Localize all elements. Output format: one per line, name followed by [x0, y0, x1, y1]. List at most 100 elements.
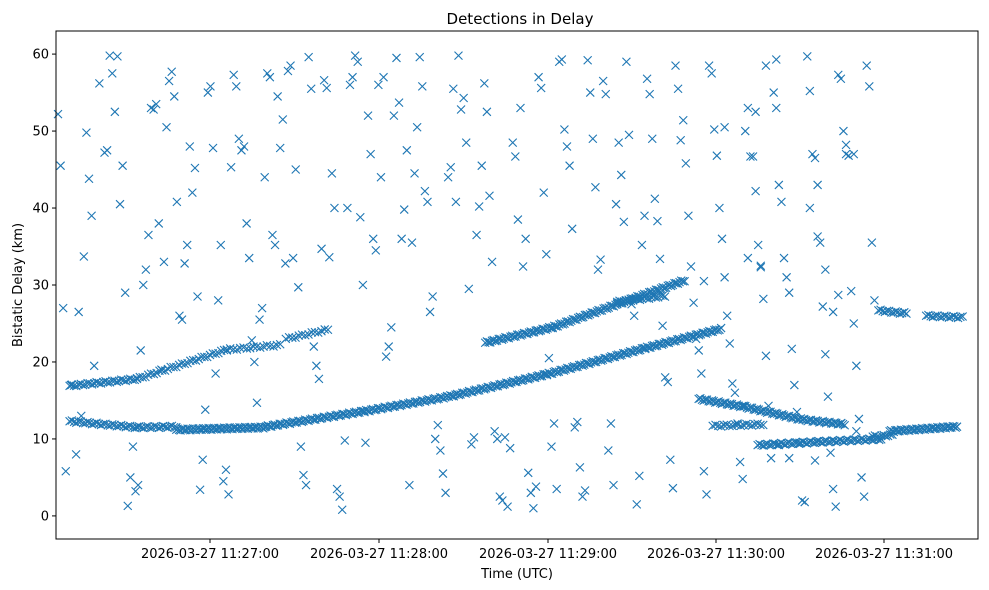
- data-point: [346, 409, 356, 418]
- data-point: [658, 291, 668, 300]
- data-point: [180, 359, 190, 369]
- data-point: [593, 265, 603, 274]
- data-point: [402, 145, 412, 155]
- data-point: [758, 294, 768, 304]
- data-point: [286, 61, 295, 71]
- data-point: [239, 142, 249, 151]
- data-point: [397, 234, 407, 244]
- data-point: [611, 199, 621, 209]
- data-point: [779, 253, 789, 263]
- data-point: [448, 84, 458, 94]
- data-point: [321, 412, 330, 422]
- data-point: [247, 336, 257, 345]
- data-point: [560, 125, 569, 134]
- data-point: [229, 70, 239, 80]
- data-point: [307, 328, 317, 337]
- data-point: [624, 130, 634, 140]
- data-point: [420, 186, 430, 196]
- data-point: [523, 468, 533, 478]
- data-point: [805, 203, 815, 213]
- data-point: [428, 292, 438, 301]
- data-point: [518, 262, 528, 271]
- data-point: [490, 426, 500, 436]
- data-point: [572, 417, 582, 427]
- data-point: [645, 89, 655, 99]
- data-point: [320, 325, 330, 334]
- data-point: [242, 219, 252, 228]
- data-point: [568, 314, 578, 324]
- data-point: [725, 339, 735, 348]
- data-point: [287, 333, 297, 343]
- data-point: [138, 372, 147, 382]
- data-point: [756, 261, 766, 271]
- data-point: [585, 88, 595, 97]
- data-point: [211, 369, 221, 378]
- data-point: [795, 438, 804, 448]
- data-point: [71, 449, 81, 459]
- data-point: [575, 463, 585, 472]
- data-point: [707, 68, 717, 78]
- data-point: [66, 380, 76, 390]
- data-point: [899, 307, 909, 317]
- data-point: [379, 72, 388, 82]
- data-point: [373, 80, 383, 90]
- data-point: [76, 411, 86, 421]
- data-point: [508, 138, 518, 147]
- data-point: [94, 419, 104, 429]
- data-point: [459, 93, 469, 103]
- data-point: [317, 244, 326, 254]
- data-point: [651, 293, 661, 302]
- data-point: [479, 78, 489, 88]
- data-point: [810, 456, 820, 465]
- data-point: [668, 483, 678, 493]
- data-point: [113, 52, 122, 61]
- data-point: [717, 234, 727, 244]
- data-point: [74, 307, 84, 317]
- data-point: [552, 484, 562, 494]
- data-point: [658, 282, 668, 292]
- data-point: [417, 82, 427, 91]
- data-point: [195, 485, 205, 495]
- data-point: [169, 92, 179, 101]
- data-point: [384, 342, 394, 351]
- data-point: [221, 465, 231, 475]
- data-point: [278, 115, 288, 124]
- y-axis: 0 10 20 30 40 50 60: [32, 48, 56, 524]
- data-point: [849, 319, 859, 328]
- data-point: [306, 84, 316, 94]
- data-point: [200, 405, 210, 415]
- x-tick-label: 2026-03-27 11:28:00: [310, 547, 448, 562]
- data-point: [576, 360, 586, 370]
- data-point: [342, 203, 352, 213]
- data-point: [61, 466, 71, 476]
- data-point: [270, 240, 280, 250]
- data-point: [330, 203, 339, 213]
- data-point: [676, 135, 686, 145]
- data-point: [580, 486, 590, 495]
- data-point: [751, 107, 760, 117]
- data-point: [784, 453, 794, 463]
- data-point: [255, 315, 264, 325]
- data-point: [854, 414, 864, 424]
- data-point: [151, 99, 161, 109]
- data-point: [182, 240, 192, 250]
- data-point: [583, 359, 593, 368]
- data-point: [680, 276, 689, 286]
- data-point: [678, 115, 688, 125]
- data-point: [531, 482, 541, 492]
- data-point: [885, 430, 895, 439]
- data-point: [213, 296, 223, 305]
- data-point: [79, 252, 89, 261]
- data-point: [87, 380, 97, 389]
- data-point: [689, 298, 698, 308]
- data-point: [556, 319, 566, 328]
- data-point: [702, 489, 711, 499]
- data-point: [711, 420, 720, 430]
- data-point: [56, 161, 65, 171]
- data-point: [284, 332, 294, 342]
- data-point: [766, 453, 776, 463]
- data-point: [640, 211, 649, 221]
- data-point: [358, 280, 368, 290]
- data-point: [350, 51, 360, 61]
- data-point: [191, 356, 201, 365]
